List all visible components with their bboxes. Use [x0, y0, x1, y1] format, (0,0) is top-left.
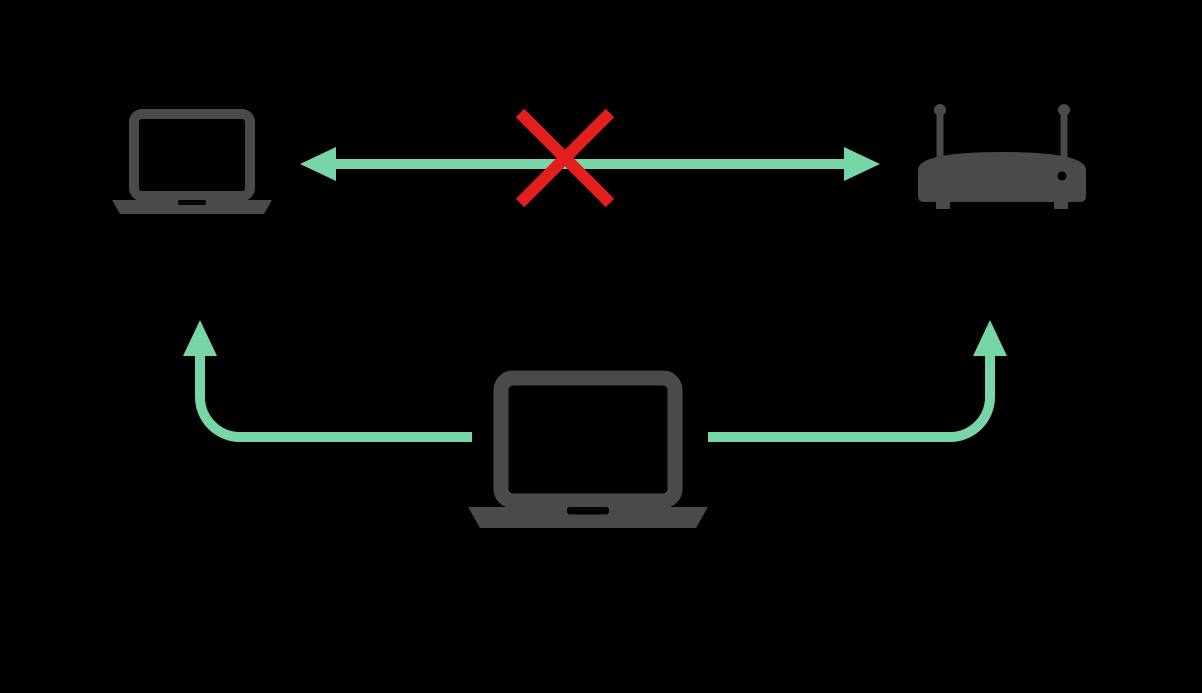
- diagram-canvas: [0, 0, 1202, 693]
